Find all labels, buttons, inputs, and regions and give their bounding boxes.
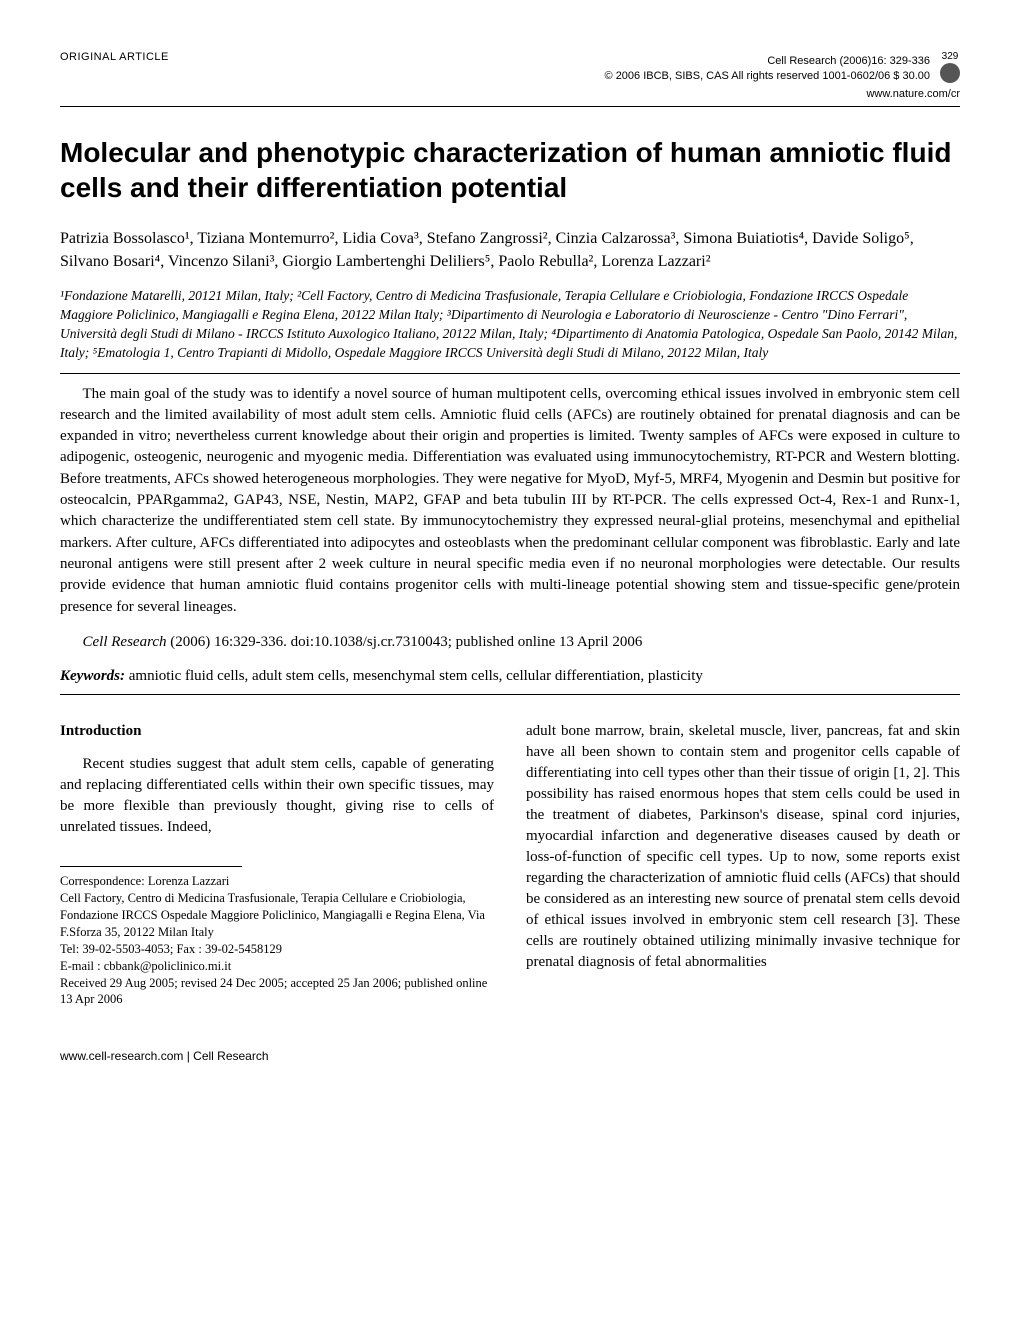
keywords-text: amniotic fluid cells, adult stem cells, … xyxy=(125,668,703,684)
correspondence-rule xyxy=(60,866,242,867)
abstract-rule-bottom xyxy=(60,694,960,695)
body-columns: Introduction Recent studies suggest that… xyxy=(60,721,960,1008)
affiliations: ¹Fondazione Matarelli, 20121 Milan, Ital… xyxy=(60,287,960,363)
journal-url: www.nature.com/cr xyxy=(605,87,960,101)
keywords-line: Keywords: amniotic fluid cells, adult st… xyxy=(60,666,960,686)
journal-meta: Cell Research (2006)16: 329-336 © 2006 I… xyxy=(605,50,960,102)
page-header: ORIGINAL ARTICLE Cell Research (2006)16:… xyxy=(60,50,960,102)
citation-rest: (2006) 16:329-336. doi:10.1038/sj.cr.731… xyxy=(167,634,643,650)
correspondence-block: Correspondence: Lorenza Lazzari Cell Fac… xyxy=(60,873,494,1008)
citation-line: Cell Research (2006) 16:329-336. doi:10.… xyxy=(60,632,960,652)
keywords-label: Keywords: xyxy=(60,668,125,684)
corr-name: Correspondence: Lorenza Lazzari xyxy=(60,873,494,890)
author-list: Patrizia Bossolasco¹, Tiziana Montemurro… xyxy=(60,227,960,273)
page-footer: www.cell-research.com | Cell Research xyxy=(60,1048,960,1064)
intro-paragraph-left: Recent studies suggest that adult stem c… xyxy=(60,754,494,838)
journal-line: Cell Research (2006)16: 329-336 xyxy=(605,54,930,68)
page-number: 329 xyxy=(940,50,960,63)
article-title: Molecular and phenotypic characterizatio… xyxy=(60,135,960,205)
corr-dates: Received 29 Aug 2005; revised 24 Dec 200… xyxy=(60,975,494,1009)
copyright-line: © 2006 IBCB, SIBS, CAS All rights reserv… xyxy=(605,69,930,83)
abstract-text: The main goal of the study was to identi… xyxy=(60,384,960,618)
abstract-rule-top xyxy=(60,373,960,374)
right-column: adult bone marrow, brain, skeletal muscl… xyxy=(526,721,960,1008)
page-number-badge: 329 xyxy=(940,50,960,87)
corr-email: E-mail : cbbank@policlinico.mi.it xyxy=(60,958,494,975)
header-rule xyxy=(60,106,960,107)
left-column: Introduction Recent studies suggest that… xyxy=(60,721,494,1008)
intro-paragraph-right: adult bone marrow, brain, skeletal muscl… xyxy=(526,721,960,973)
citation-journal: Cell Research xyxy=(83,634,167,650)
section-label: ORIGINAL ARTICLE xyxy=(60,50,169,65)
npg-badge-icon xyxy=(940,63,960,83)
corr-phone: Tel: 39-02-5503-4053; Fax : 39-02-545812… xyxy=(60,941,494,958)
corr-address: Cell Factory, Centro di Medicina Trasfus… xyxy=(60,890,494,941)
introduction-heading: Introduction xyxy=(60,721,494,742)
